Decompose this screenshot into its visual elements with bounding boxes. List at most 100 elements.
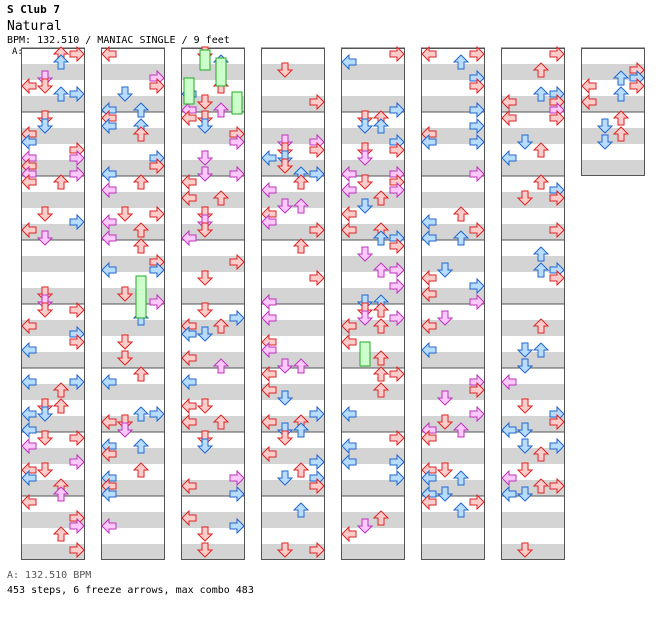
right-arrow-icon bbox=[549, 477, 565, 495]
up-arrow-icon bbox=[452, 206, 470, 222]
up-arrow-icon bbox=[532, 246, 550, 262]
right-arrow-icon bbox=[69, 45, 85, 63]
up-arrow-icon bbox=[292, 462, 310, 478]
left-arrow-icon bbox=[341, 165, 357, 183]
right-arrow-icon bbox=[69, 373, 85, 391]
freeze-arrow-body bbox=[135, 275, 147, 319]
beat-stripe bbox=[101, 192, 165, 208]
beat-stripe bbox=[101, 416, 165, 432]
up-arrow-icon bbox=[372, 118, 390, 134]
down-arrow-icon bbox=[36, 302, 54, 318]
up-arrow-icon bbox=[372, 230, 390, 246]
beat-stripe bbox=[181, 128, 245, 144]
freeze-arrow-body bbox=[359, 341, 371, 367]
beat-stripe bbox=[181, 192, 245, 208]
beat-stripe bbox=[341, 320, 405, 336]
beat-stripe bbox=[21, 480, 85, 496]
right-arrow-icon bbox=[229, 133, 245, 151]
up-arrow-icon bbox=[292, 238, 310, 254]
left-arrow-icon bbox=[261, 293, 277, 311]
right-arrow-icon bbox=[549, 437, 565, 455]
left-arrow-icon bbox=[421, 133, 437, 151]
right-arrow-icon bbox=[309, 405, 325, 423]
down-arrow-icon bbox=[36, 118, 54, 134]
up-arrow-icon bbox=[452, 422, 470, 438]
beat-stripe bbox=[181, 512, 245, 528]
beat-stripe bbox=[421, 224, 485, 240]
up-arrow-icon bbox=[292, 502, 310, 518]
left-arrow-icon bbox=[341, 453, 357, 471]
up-arrow-icon bbox=[372, 262, 390, 278]
right-arrow-icon bbox=[149, 261, 165, 279]
right-arrow-icon bbox=[389, 429, 405, 447]
down-arrow-icon bbox=[196, 542, 214, 558]
left-arrow-icon bbox=[181, 325, 197, 343]
down-arrow-icon bbox=[36, 462, 54, 478]
up-arrow-icon bbox=[292, 422, 310, 438]
down-arrow-icon bbox=[196, 222, 214, 238]
up-arrow-icon bbox=[52, 486, 70, 502]
beat-stripe bbox=[501, 416, 565, 432]
song-title: Natural bbox=[7, 19, 62, 34]
up-arrow-icon bbox=[612, 86, 630, 102]
left-arrow-icon bbox=[181, 509, 197, 527]
down-arrow-icon bbox=[436, 486, 454, 502]
beat-stripe bbox=[261, 512, 325, 528]
beat-stripe bbox=[101, 448, 165, 464]
down-arrow-icon bbox=[356, 198, 374, 214]
column-border bbox=[581, 48, 645, 176]
right-arrow-icon bbox=[389, 365, 405, 383]
up-arrow-icon bbox=[132, 406, 150, 422]
right-arrow-icon bbox=[149, 293, 165, 311]
down-arrow-icon bbox=[196, 118, 214, 134]
beat-stripe bbox=[21, 192, 85, 208]
up-arrow-icon bbox=[132, 238, 150, 254]
left-arrow-icon bbox=[501, 109, 517, 127]
left-arrow-icon bbox=[181, 109, 197, 127]
up-arrow-icon bbox=[372, 350, 390, 366]
right-arrow-icon bbox=[309, 165, 325, 183]
up-arrow-icon bbox=[372, 190, 390, 206]
left-arrow-icon bbox=[261, 413, 277, 431]
right-arrow-icon bbox=[469, 133, 485, 151]
left-arrow-icon bbox=[21, 317, 37, 335]
left-arrow-icon bbox=[501, 93, 517, 111]
left-arrow-icon bbox=[341, 221, 357, 239]
up-arrow-icon bbox=[372, 510, 390, 526]
down-arrow-icon bbox=[356, 518, 374, 534]
up-arrow-icon bbox=[452, 230, 470, 246]
beat-stripe bbox=[101, 224, 165, 240]
beat-stripe bbox=[261, 448, 325, 464]
down-arrow-icon bbox=[276, 358, 294, 374]
left-arrow-icon bbox=[421, 45, 437, 63]
up-arrow-icon bbox=[372, 302, 390, 318]
beat-stripe bbox=[501, 480, 565, 496]
right-arrow-icon bbox=[469, 277, 485, 295]
beat-stripe bbox=[501, 192, 565, 208]
left-arrow-icon bbox=[101, 181, 117, 199]
beat-stripe bbox=[21, 224, 85, 240]
down-arrow-icon bbox=[356, 150, 374, 166]
beat-stripe bbox=[341, 512, 405, 528]
up-arrow-icon bbox=[52, 86, 70, 102]
beat-stripe bbox=[261, 128, 325, 144]
down-arrow-icon bbox=[116, 334, 134, 350]
column-border bbox=[181, 48, 245, 560]
beat-stripe bbox=[21, 512, 85, 528]
beat-stripe bbox=[501, 384, 565, 400]
up-arrow-icon bbox=[52, 54, 70, 70]
up-arrow-icon bbox=[452, 54, 470, 70]
down-arrow-icon bbox=[596, 134, 614, 150]
down-arrow-icon bbox=[196, 438, 214, 454]
up-arrow-icon bbox=[532, 446, 550, 462]
left-arrow-icon bbox=[341, 53, 357, 71]
left-arrow-icon bbox=[581, 77, 597, 95]
beat-stripe bbox=[341, 64, 405, 80]
right-arrow-icon bbox=[469, 165, 485, 183]
beat-stripe bbox=[101, 352, 165, 368]
beat-stripe bbox=[21, 96, 85, 112]
left-arrow-icon bbox=[341, 405, 357, 423]
down-arrow-icon bbox=[516, 542, 534, 558]
left-arrow-icon bbox=[101, 229, 117, 247]
beat-stripe bbox=[101, 288, 165, 304]
